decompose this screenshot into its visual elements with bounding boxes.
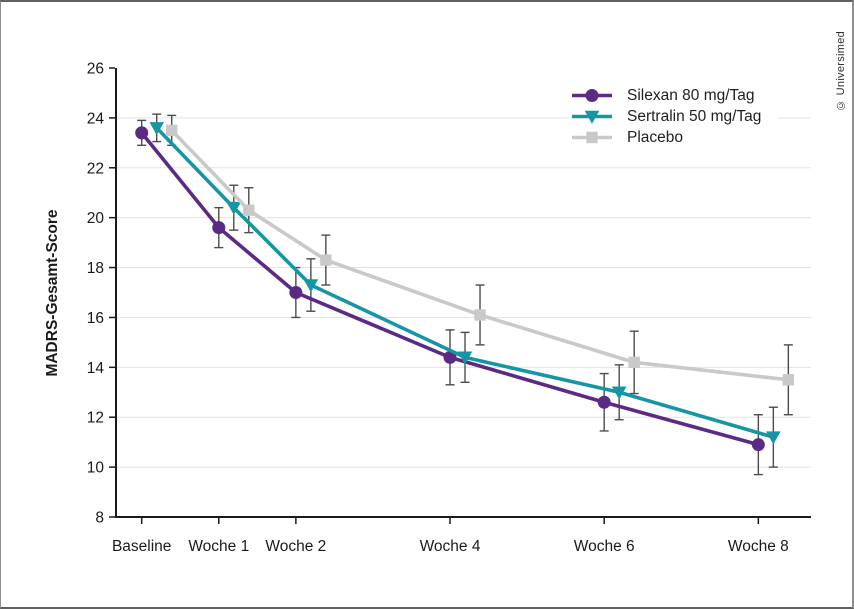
error-bars-sertralin-50-mg-tag [152,113,778,468]
svg-text:Woche 2: Woche 2 [265,538,326,555]
svg-text:20: 20 [87,210,105,227]
y-axis: 8 10 12 14 16 18 20 22 24 26 [87,61,115,527]
svg-text:10: 10 [87,460,105,477]
legend-label-silexan: Silexan 80 mg/Tag [627,87,755,104]
placebo-line-marker-sample [572,131,612,144]
svg-text:26: 26 [87,61,104,78]
x-axis: Baseline Woche 1 Woche 2 Woche 4 Woche 6 Woch… [112,517,789,555]
y-axis-title: MADRS-Gesamt-Score [44,209,61,376]
series-sertralin-50-mg-tag [149,122,781,445]
axes [115,68,811,518]
svg-text:14: 14 [87,360,105,377]
gridlines [116,117,811,468]
silexan-line-marker-sample [572,89,612,102]
svg-text:Baseline: Baseline [112,538,171,555]
legend-label-placebo: Placebo [627,129,684,146]
series-placebo [166,124,795,386]
svg-text:22: 22 [87,160,104,177]
legend-item-placebo: Placebo [570,127,778,148]
svg-text:8: 8 [95,510,104,527]
copyright-credit: © Universimed [835,30,847,111]
sertralin-line-marker-sample [572,110,612,124]
svg-text:Woche 8: Woche 8 [728,538,789,555]
svg-text:24: 24 [87,110,105,127]
series-silexan-80-mg-tag [135,126,765,452]
svg-text:Woche 4: Woche 4 [420,538,481,555]
svg-text:Woche 6: Woche 6 [574,538,635,555]
svg-text:16: 16 [87,310,104,327]
legend-item-sertralin: Sertralin 50 mg/Tag [570,106,778,127]
legend-item-silexan: Silexan 80 mg/Tag [570,85,778,106]
svg-text:18: 18 [87,260,104,277]
svg-text:12: 12 [87,410,104,427]
legend: Silexan 80 mg/Tag Sertralin 50 mg/Tag Pl… [570,85,778,148]
legend-label-sertralin: Sertralin 50 mg/Tag [627,108,762,125]
svg-text:Woche 1: Woche 1 [188,538,249,555]
